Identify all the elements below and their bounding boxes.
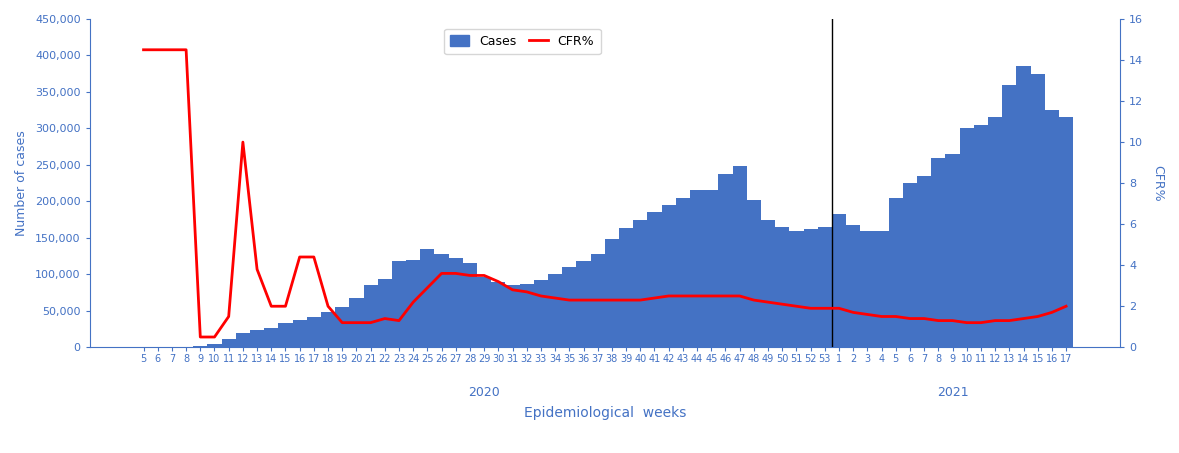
Bar — [562, 267, 577, 347]
Bar — [548, 275, 562, 347]
Y-axis label: Number of cases: Number of cases — [15, 130, 28, 236]
Bar — [292, 319, 307, 347]
Bar — [732, 166, 746, 347]
Bar — [605, 239, 619, 347]
Bar — [917, 176, 931, 347]
Bar — [988, 117, 1002, 347]
Bar — [208, 344, 222, 347]
Bar — [619, 228, 633, 347]
Bar — [832, 214, 847, 347]
Bar — [321, 312, 335, 347]
Bar — [420, 249, 435, 347]
Bar — [349, 298, 363, 347]
Bar — [335, 307, 349, 347]
Bar — [804, 229, 818, 347]
Bar — [264, 328, 278, 347]
Bar — [847, 225, 861, 347]
Bar — [449, 258, 463, 347]
Bar — [789, 231, 804, 347]
Bar — [363, 285, 377, 347]
Bar — [746, 200, 760, 347]
Bar — [463, 263, 477, 347]
Text: 2021: 2021 — [937, 386, 968, 399]
Bar — [818, 227, 832, 347]
Bar — [520, 284, 534, 347]
Bar — [377, 280, 391, 347]
Legend: Cases, CFR%: Cases, CFR% — [444, 29, 600, 54]
Bar — [435, 254, 449, 347]
Text: 2020: 2020 — [468, 386, 500, 399]
Bar — [591, 254, 605, 347]
Y-axis label: CFR%: CFR% — [1151, 165, 1164, 202]
Bar — [704, 190, 718, 347]
Bar — [775, 227, 789, 347]
Bar — [492, 282, 506, 347]
X-axis label: Epidemiological  weeks: Epidemiological weeks — [523, 406, 686, 420]
Bar — [903, 183, 917, 347]
Bar — [861, 231, 875, 347]
Bar — [690, 190, 704, 347]
Bar — [647, 212, 661, 347]
Bar — [931, 158, 946, 347]
Bar — [1045, 110, 1059, 347]
Bar — [278, 323, 292, 347]
Bar — [718, 174, 732, 347]
Bar — [307, 317, 321, 347]
Bar — [889, 198, 903, 347]
Bar — [250, 331, 264, 347]
Bar — [760, 220, 775, 347]
Bar — [1030, 74, 1045, 347]
Bar — [1002, 85, 1016, 347]
Bar — [661, 205, 676, 347]
Bar — [946, 154, 960, 347]
Bar — [222, 338, 236, 347]
Bar — [974, 125, 988, 347]
Bar — [534, 280, 548, 347]
Bar — [1016, 67, 1030, 347]
Bar — [633, 220, 647, 347]
Bar — [406, 260, 420, 347]
Bar — [960, 128, 974, 347]
Bar — [577, 261, 591, 347]
Bar — [193, 346, 208, 347]
Bar — [477, 276, 492, 347]
Bar — [676, 198, 690, 347]
Bar — [391, 261, 406, 347]
Bar — [1059, 117, 1073, 347]
Bar — [875, 231, 889, 347]
Bar — [506, 285, 520, 347]
Bar — [236, 333, 250, 347]
